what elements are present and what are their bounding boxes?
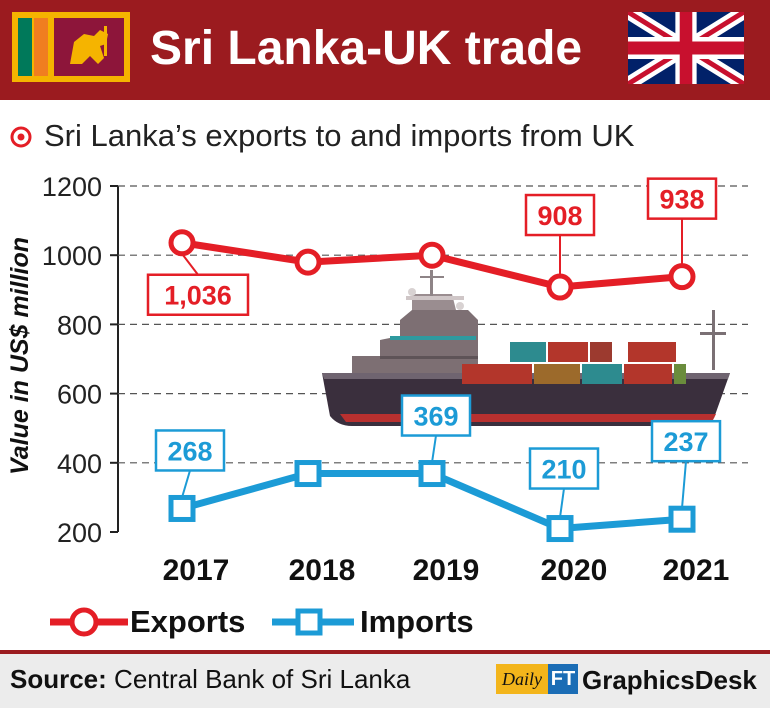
y-tick-label: 800 (57, 310, 102, 340)
data-label: 237 (663, 427, 708, 457)
data-label-box (154, 429, 226, 472)
data-label-pointer (681, 461, 687, 509)
x-tick-label: 2018 (289, 554, 356, 587)
exports-point (668, 263, 696, 291)
exports-legend-marker (50, 607, 128, 637)
chart-legend: Exports Imports (48, 600, 748, 646)
x-tick-label: 2019 (413, 554, 480, 587)
chart-series: 1,036 908 938 268 369 210 237 (146, 177, 722, 543)
exports-point (418, 241, 446, 269)
y-tick-label: 1200 (42, 172, 102, 202)
imports-point (668, 505, 696, 533)
source-note: Source: Central Bank of Sri Lanka (10, 664, 410, 695)
x-tick-label: 2017 (163, 554, 230, 587)
data-label: 268 (167, 436, 212, 466)
page-title: Sri Lanka-UK trade (150, 22, 583, 75)
data-label-box (524, 193, 596, 237)
imports-point (418, 460, 446, 488)
sri-lanka-flag-icon (12, 12, 130, 82)
source-label: Source: (10, 664, 107, 694)
series-imports: 268 369 210 237 (154, 394, 722, 543)
series-exports: 1,036 908 938 (146, 177, 718, 316)
header-banner: Sri Lanka-UK trade (0, 0, 770, 100)
data-label-box (646, 177, 718, 220)
imports-point (168, 494, 196, 522)
x-tick-label: 2021 (663, 554, 730, 587)
data-label-pointer (559, 488, 565, 518)
data-label-pointer (181, 470, 191, 498)
brand-ft: FT (548, 664, 578, 694)
exports-point (546, 273, 574, 301)
legend-item-imports: Imports (270, 600, 510, 646)
data-label: 369 (413, 402, 458, 432)
imports-legend-marker (272, 608, 354, 636)
legend-label-imports: Imports (360, 604, 474, 639)
uk-flag-icon (628, 12, 744, 84)
data-label: 210 (541, 455, 586, 485)
y-axis-label: Value in US$ million (6, 237, 34, 475)
data-label-pointer (181, 253, 199, 276)
data-label: 908 (537, 201, 582, 231)
brand-graphics-desk: GraphicsDesk (582, 665, 757, 695)
y-axis-ticks: 200 400 600 800 1000 1200 (42, 172, 102, 548)
imports-point (294, 460, 322, 488)
x-axis-ticks: 2017 2018 2019 2020 2021 (163, 554, 730, 587)
legend-item-exports: Exports (48, 600, 278, 646)
y-tick-label: 1000 (42, 241, 102, 271)
target-bullet-icon (10, 126, 32, 148)
exports-point (168, 229, 196, 257)
data-label-pointer (431, 435, 437, 463)
exports-point (294, 248, 322, 276)
data-label: 1,036 (164, 281, 232, 311)
chart-subtitle: Sri Lanka’s exports to and imports from … (44, 118, 635, 153)
x-tick-label: 2020 (541, 554, 608, 587)
trade-line-chart: 200 400 600 800 1000 1200 2017 2018 2019 2020 202… (6, 172, 748, 587)
data-label-box (146, 273, 250, 316)
y-tick-label: 600 (57, 380, 102, 410)
data-label: 938 (659, 185, 704, 215)
source-text: Central Bank of Sri Lanka (114, 664, 411, 694)
brand-daily: Daily (496, 664, 548, 694)
data-label-box (650, 419, 722, 463)
cargo-ship-illustration (322, 270, 730, 426)
brand-logo: Daily FT GraphicsDesk (496, 662, 762, 698)
footer-bar: Source: Central Bank of Sri Lanka Daily … (0, 650, 770, 708)
imports-point (546, 515, 574, 543)
data-label-box (528, 447, 600, 490)
data-label-box (400, 394, 472, 437)
legend-label-exports: Exports (130, 604, 246, 639)
y-tick-label: 200 (57, 518, 102, 548)
y-tick-label: 400 (57, 449, 102, 479)
